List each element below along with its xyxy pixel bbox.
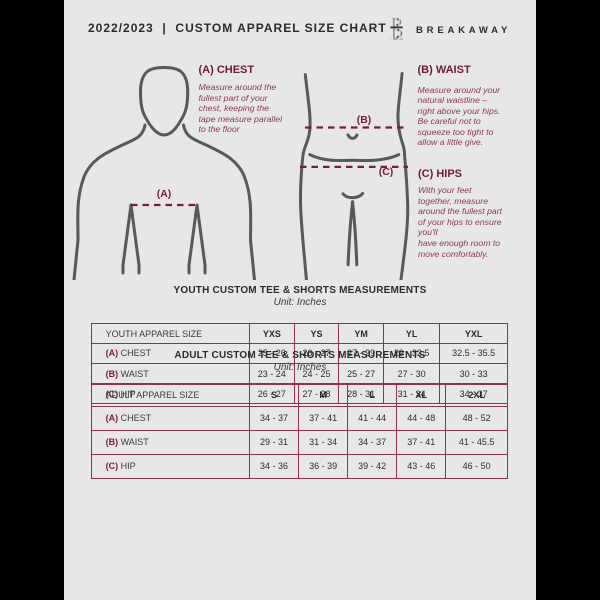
svg-text:(A): (A) [157, 188, 172, 200]
svg-text:(C): (C) [379, 166, 394, 178]
svg-text:(B): (B) [357, 114, 372, 126]
